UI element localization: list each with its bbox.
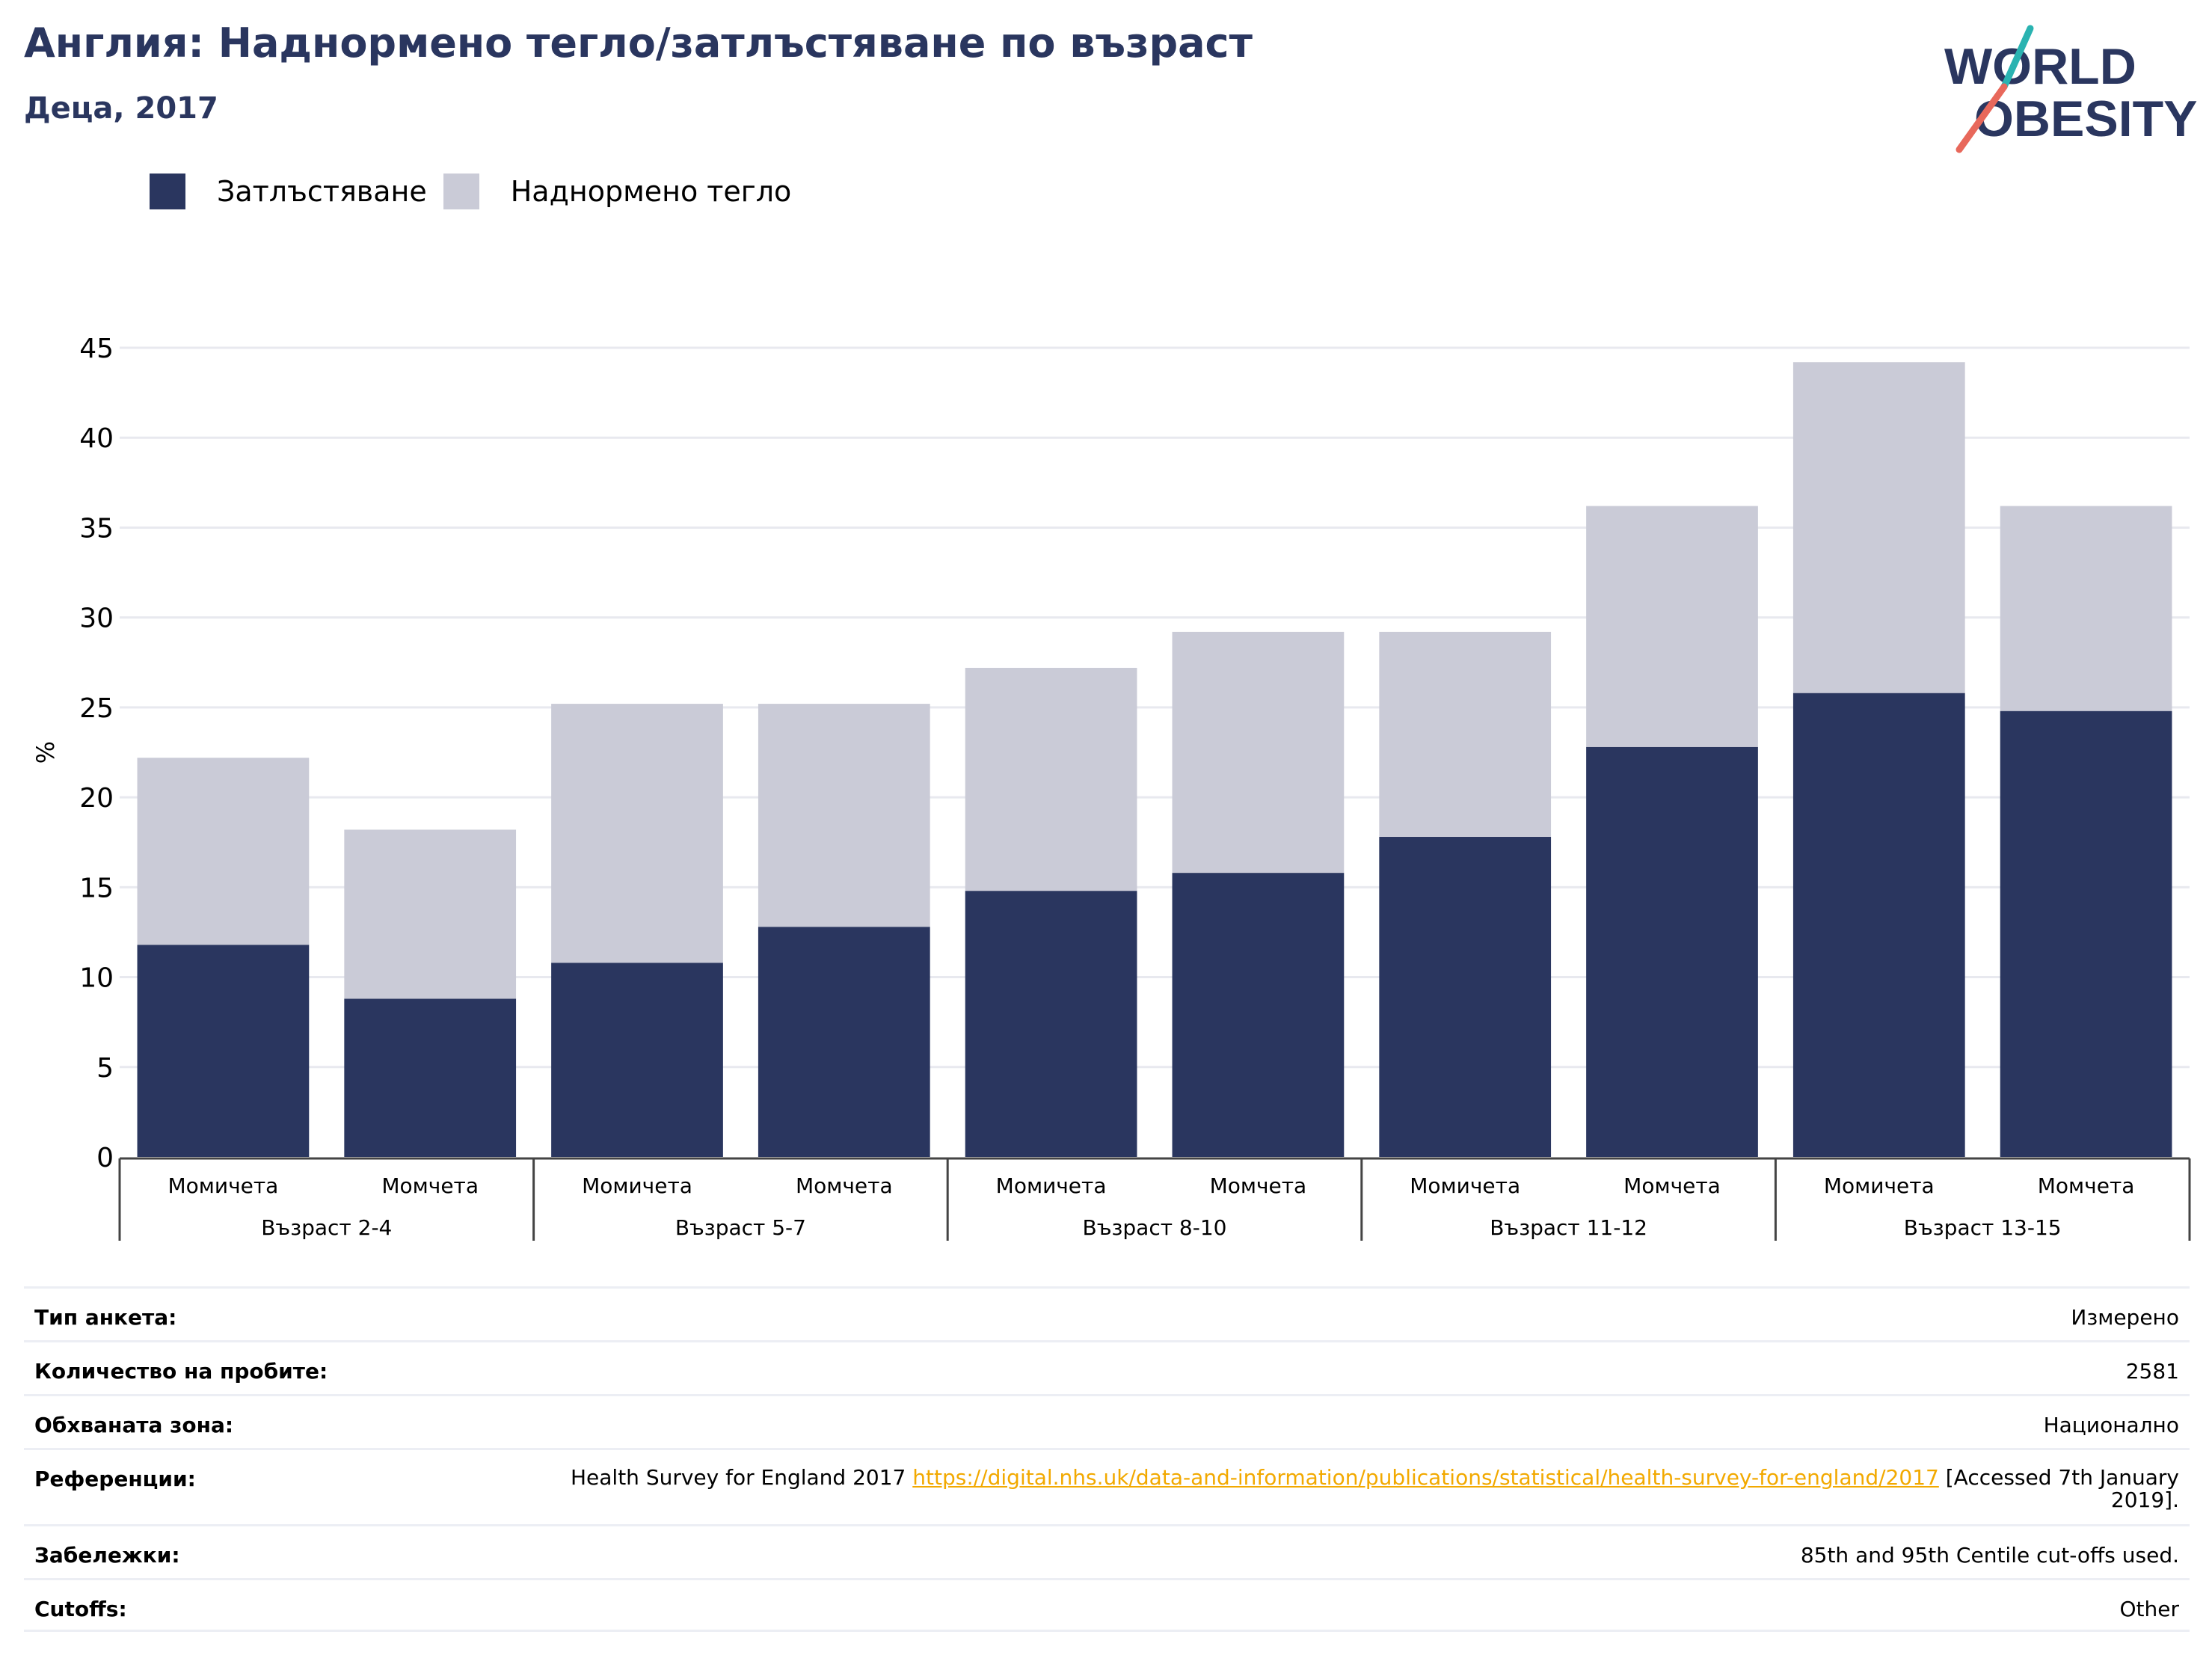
bar-obesity	[1379, 837, 1552, 1157]
y-tick-label: 25	[79, 693, 114, 724]
info-label-references: Референции:	[34, 1467, 196, 1491]
info-value-survey-type: Измерено	[2071, 1305, 2179, 1330]
chart-title: Англия: Наднормено тегло/затлъстяване по…	[24, 19, 1253, 67]
x-tick-label: Момичета	[582, 1173, 692, 1198]
bar-overweight	[1379, 631, 1552, 838]
group-label: Възраст 11-12	[1490, 1215, 1647, 1240]
x-tick-label: Момчета	[381, 1173, 479, 1198]
x-tick-label: Момичета	[1410, 1173, 1520, 1198]
bar-overweight	[344, 829, 517, 999]
reference-accessed: [Accessed 7th January 2019].	[1945, 1465, 2179, 1512]
chart-legend: Затлъстяване Наднормено тегло	[150, 172, 808, 211]
y-tick-label: 40	[79, 423, 114, 454]
info-row-notes: Забележки: 85th and 95th Centile cut-off…	[24, 1524, 2190, 1578]
y-tick-label: 5	[96, 1053, 114, 1084]
info-label-survey-type: Тип анкета:	[34, 1305, 177, 1330]
x-tick-label: Момичета	[168, 1173, 278, 1198]
y-tick-label: 30	[79, 604, 114, 634]
y-tick-label: 45	[79, 334, 114, 364]
x-tick-label: Момичета	[996, 1173, 1107, 1198]
bar-overweight	[1172, 631, 1345, 874]
logo-text-line1: WORLD	[1944, 38, 2136, 95]
y-axis-label: %	[31, 741, 60, 764]
group-label: Възраст 13-15	[1904, 1215, 2062, 1240]
bar-overweight	[137, 758, 310, 945]
y-tick-label: 10	[79, 963, 114, 994]
legend-item-obesity: Затлъстяване	[150, 174, 427, 209]
bar-overweight	[758, 704, 930, 927]
info-value-sample-size: 2581	[2125, 1359, 2179, 1384]
bar-overweight	[1792, 362, 1965, 693]
x-tick-label: Момчета	[1623, 1173, 1721, 1198]
reference-link[interactable]: https://digital.nhs.uk/data-and-informat…	[912, 1465, 1939, 1490]
legend-swatch-obesity	[150, 174, 185, 209]
y-tick-label: 15	[79, 873, 114, 903]
info-row-survey-type: Тип анкета: Измерено	[24, 1286, 2190, 1340]
legend-label-obesity: Затлъстяване	[217, 175, 427, 208]
reference-text: Health Survey for England 2017	[570, 1465, 906, 1490]
bar-chart: 0 5 10 15 20 25 30 35 40 45% Момичета Момчета Момиче…	[31, 334, 2191, 1241]
y-tick-label: 35	[79, 513, 114, 544]
info-value-area-covered: Национално	[2043, 1413, 2179, 1437]
group-label: Възраст 8-10	[1083, 1215, 1227, 1240]
survey-info-table: Тип анкета: Измерено Количество на проби…	[24, 1286, 2190, 1632]
group-label: Възраст 5-7	[675, 1215, 806, 1240]
info-value-references: Health Survey for England 2017 https://d…	[549, 1450, 2179, 1511]
chart-subtitle: Деца, 2017	[24, 91, 218, 126]
info-row-references: Референции: Health Survey for England 20…	[24, 1448, 2190, 1524]
bar-obesity	[1586, 746, 1758, 1157]
legend-swatch-overweight	[443, 174, 479, 209]
bar-obesity	[137, 945, 310, 1157]
x-tick-label: Момчета	[1210, 1173, 1307, 1198]
info-label-cutoffs: Cutoffs:	[34, 1597, 127, 1621]
info-value-cutoffs: Other	[2119, 1597, 2179, 1621]
legend-label-overweight: Наднормено тегло	[510, 175, 792, 208]
y-tick-label: 20	[79, 783, 114, 814]
y-tick-label: 0	[96, 1143, 114, 1173]
world-obesity-logo: WORLD OBESITY	[1944, 25, 2198, 153]
logo-slash-teal	[2000, 25, 2034, 90]
bar-obesity	[965, 891, 1137, 1157]
info-row-sample-size: Количество на пробите: 2581	[24, 1340, 2190, 1394]
bar-overweight	[2000, 506, 2172, 711]
info-row-area-covered: Обхваната зона: Национално	[24, 1394, 2190, 1448]
x-tick-label: Момчета	[2038, 1173, 2135, 1198]
bar-overweight	[965, 667, 1137, 891]
bar-obesity	[1792, 693, 1965, 1157]
bar-overweight	[551, 704, 723, 963]
legend-item-overweight: Наднормено тегло	[443, 174, 792, 209]
x-tick-label: Момичета	[1824, 1173, 1935, 1198]
bar-obesity	[344, 998, 517, 1157]
info-label-notes: Забележки:	[34, 1543, 180, 1568]
bar-overweight	[1586, 506, 1758, 747]
bar-obesity	[551, 963, 723, 1157]
info-label-sample-size: Количество на пробите:	[34, 1359, 328, 1384]
bar-obesity	[1172, 873, 1345, 1157]
logo-slash-coral	[1956, 83, 2008, 153]
bar-obesity	[758, 927, 930, 1157]
info-label-area-covered: Обхваната зона:	[34, 1413, 234, 1437]
info-row-cutoffs: Cutoffs: Other	[24, 1578, 2190, 1632]
group-label: Възраст 2-4	[261, 1215, 392, 1240]
x-tick-label: Момчета	[796, 1173, 893, 1198]
bar-obesity	[2000, 710, 2172, 1157]
info-value-notes: 85th and 95th Centile cut-offs used.	[1800, 1543, 2179, 1568]
logo-text-line2: OBESITY	[1974, 90, 2198, 147]
